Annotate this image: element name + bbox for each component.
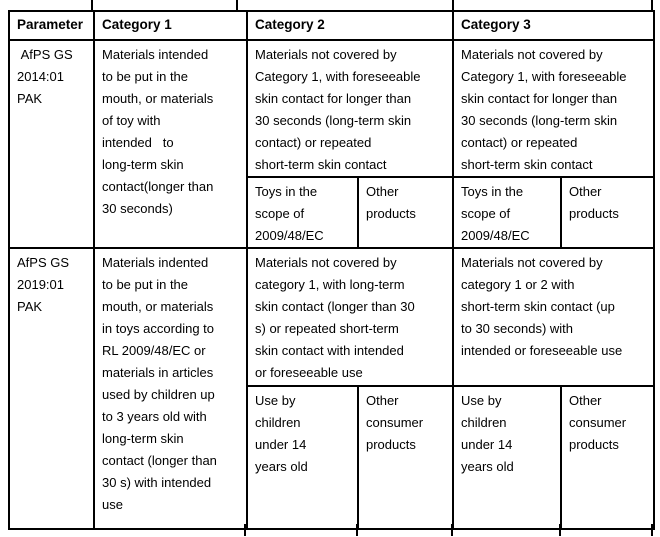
bottom-border-tick [559,524,561,536]
table-header-row: Parameter Category 1 Category 2 Category… [8,10,655,41]
header-cell-parameter: Parameter [8,10,95,41]
cell-category3-description-2014: Materials not covered by Category 1, wit… [452,39,655,178]
cell-category1-2014: Materials intended to be put in the mout… [93,39,248,249]
table-row-2019-sub: Use by children under 14 years old Other… [9,385,655,530]
bottom-border-tick [244,524,246,536]
table-row-2019-main: AfPS GS 2019:01 PAK Materials indented t… [8,247,655,530]
cell-category3-children-2019: Use by children under 14 years old [452,385,562,530]
bottom-border-tick [651,524,653,536]
table-row-2014-main: AfPS GS 2014:01 PAK Materials intended t… [8,39,655,249]
cell-parameter-2014: AfPS GS 2014:01 PAK [8,39,95,249]
cell-category2-description-2014: Materials not covered by Category 1, wit… [246,39,454,178]
cell-category3-other-2019: Other consumer products [560,385,655,530]
cell-category2-toys-2014: Toys in the scope of 2009/48/EC [246,176,359,249]
cell-category1-2019: Materials indented to be put in the mout… [93,247,248,530]
bottom-border-tick [451,524,453,536]
cell-category3-other-2014: Other products [560,176,655,249]
cell-category3-description-2019: Materials not covered by category 1 or 2… [452,247,655,387]
header-cell-category1: Category 1 [93,10,248,41]
cell-category2-other-2014: Other products [357,176,454,249]
cell-category2-children-2019: Use by children under 14 years old [246,385,359,530]
bottom-border-tick [356,524,358,536]
header-cell-category3: Category 3 [452,10,655,41]
top-border-tick [91,0,93,12]
top-border-tick [236,0,238,12]
cell-category2-other-2019: Other consumer products [357,385,454,530]
top-border-tick [452,0,454,12]
table-row-2014-sub: Toys in the scope of 2009/48/EC Other pr… [9,176,655,249]
cell-parameter-2019: AfPS GS 2019:01 PAK [8,247,95,530]
pak-categories-table: Parameter Category 1 Category 2 Category… [8,10,655,530]
cell-category2-description-2019: Materials not covered by category 1, wit… [246,247,454,387]
cell-category3-toys-2014: Toys in the scope of 2009/48/EC [452,176,562,249]
top-border-tick [651,0,653,12]
header-cell-category2: Category 2 [246,10,454,41]
